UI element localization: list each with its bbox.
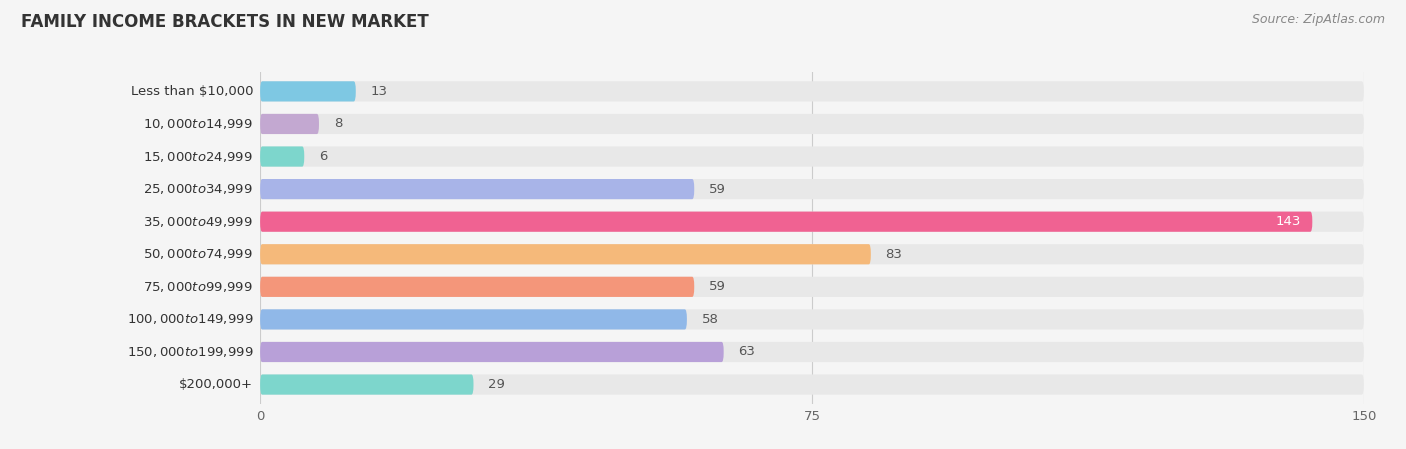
FancyBboxPatch shape xyxy=(260,342,1364,362)
FancyBboxPatch shape xyxy=(260,146,1364,167)
Text: 83: 83 xyxy=(886,248,903,261)
FancyBboxPatch shape xyxy=(260,146,304,167)
FancyBboxPatch shape xyxy=(260,277,695,297)
FancyBboxPatch shape xyxy=(260,342,724,362)
Text: $25,000 to $34,999: $25,000 to $34,999 xyxy=(143,182,253,196)
FancyBboxPatch shape xyxy=(260,114,319,134)
Text: 6: 6 xyxy=(319,150,328,163)
FancyBboxPatch shape xyxy=(260,114,1364,134)
Text: 13: 13 xyxy=(371,85,388,98)
Text: $35,000 to $49,999: $35,000 to $49,999 xyxy=(143,215,253,229)
FancyBboxPatch shape xyxy=(260,211,1364,232)
Text: 29: 29 xyxy=(488,378,505,391)
FancyBboxPatch shape xyxy=(260,309,1364,330)
FancyBboxPatch shape xyxy=(260,277,1364,297)
Text: Less than $10,000: Less than $10,000 xyxy=(131,85,253,98)
Text: $50,000 to $74,999: $50,000 to $74,999 xyxy=(143,247,253,261)
Text: 8: 8 xyxy=(333,118,342,131)
FancyBboxPatch shape xyxy=(260,244,870,264)
Text: $100,000 to $149,999: $100,000 to $149,999 xyxy=(127,313,253,326)
FancyBboxPatch shape xyxy=(260,244,1364,264)
FancyBboxPatch shape xyxy=(260,309,688,330)
FancyBboxPatch shape xyxy=(260,374,1364,395)
FancyBboxPatch shape xyxy=(260,179,1364,199)
Text: 59: 59 xyxy=(709,280,725,293)
Text: $200,000+: $200,000+ xyxy=(179,378,253,391)
Text: 63: 63 xyxy=(738,345,755,358)
Text: $75,000 to $99,999: $75,000 to $99,999 xyxy=(143,280,253,294)
FancyBboxPatch shape xyxy=(260,81,356,101)
Text: $10,000 to $14,999: $10,000 to $14,999 xyxy=(143,117,253,131)
Text: FAMILY INCOME BRACKETS IN NEW MARKET: FAMILY INCOME BRACKETS IN NEW MARKET xyxy=(21,13,429,31)
Text: 143: 143 xyxy=(1275,215,1302,228)
Text: $15,000 to $24,999: $15,000 to $24,999 xyxy=(143,150,253,163)
FancyBboxPatch shape xyxy=(260,374,474,395)
FancyBboxPatch shape xyxy=(260,211,1312,232)
Text: $150,000 to $199,999: $150,000 to $199,999 xyxy=(127,345,253,359)
FancyBboxPatch shape xyxy=(260,81,1364,101)
Text: 59: 59 xyxy=(709,183,725,196)
Text: 58: 58 xyxy=(702,313,718,326)
Text: Source: ZipAtlas.com: Source: ZipAtlas.com xyxy=(1251,13,1385,26)
FancyBboxPatch shape xyxy=(260,179,695,199)
